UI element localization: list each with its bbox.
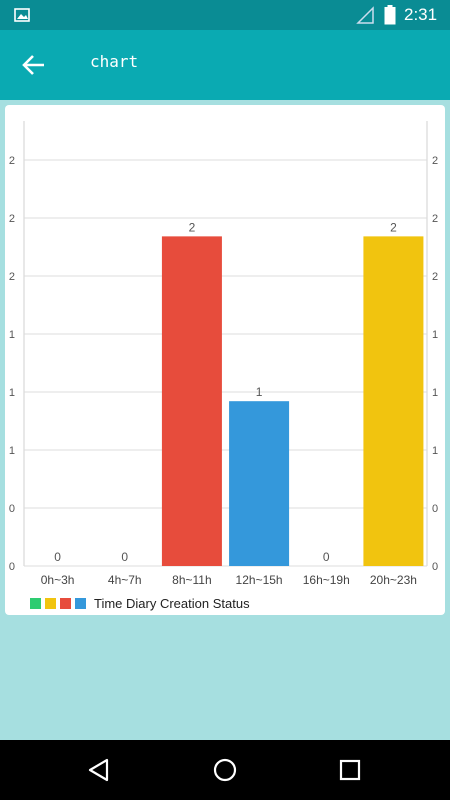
bar-chart: 0 0 0 0 1 1 1 1 1 1 2 2 2 2 2 2 0 0h~3h 0 4h~7h 2 8h~11h 1 12h~… [9, 121, 438, 587]
x-tick-label: 12h~15h [236, 573, 283, 587]
battery-icon [384, 5, 396, 25]
y-tick-label-right: 2 [432, 213, 438, 225]
nav-home-button[interactable] [210, 756, 240, 784]
y-tick-label-right: 0 [432, 561, 438, 573]
image-notification-icon [14, 8, 30, 22]
chart-legend: Time Diary Creation Status [30, 595, 250, 611]
y-tick-label-right: 1 [432, 387, 438, 399]
bar-value-label: 0 [323, 550, 330, 564]
chart-card: 0 0 0 0 1 1 1 1 1 1 2 2 2 2 2 2 0 0h~3h 0 4h~7h 2 8h~11h 1 12h~… [5, 105, 445, 615]
legend-swatch [60, 597, 71, 609]
legend-swatch [30, 597, 41, 609]
signal-icon [356, 6, 374, 24]
bar-value-label: 2 [189, 220, 196, 234]
status-bar: 2:31 [0, 0, 450, 30]
home-circle-icon [213, 758, 237, 782]
y-tick-label-left: 0 [9, 503, 15, 515]
bar [363, 236, 424, 567]
bar [161, 236, 222, 567]
x-tick-label: 0h~3h [41, 573, 75, 587]
legend-swatch [45, 597, 56, 609]
y-tick-label-right: 1 [432, 445, 438, 457]
y-tick-label-right: 2 [432, 155, 438, 167]
back-triangle-icon [88, 758, 109, 782]
x-tick-label: 20h~23h [370, 573, 417, 587]
y-tick-label-left: 0 [9, 561, 15, 573]
y-tick-label-left: 2 [9, 155, 15, 167]
y-tick-label-left: 1 [9, 329, 15, 341]
arrow-left-icon [22, 55, 44, 75]
x-tick-label: 8h~11h [172, 573, 212, 587]
x-tick-label: 16h~19h [303, 573, 350, 587]
recents-square-icon [339, 759, 361, 781]
y-tick-label-left: 2 [9, 271, 15, 283]
legend-swatch [75, 597, 86, 609]
nav-recents-button[interactable] [335, 756, 365, 784]
y-tick-label-left: 1 [9, 387, 15, 399]
legend-label: Time Diary Creation Status [94, 595, 250, 611]
y-tick-label-left: 2 [9, 213, 15, 225]
y-tick-label-left: 1 [9, 445, 15, 457]
bar-value-label: 0 [121, 550, 128, 564]
bar [229, 401, 290, 566]
nav-back-button[interactable] [84, 756, 114, 784]
app-bar: chart [0, 30, 450, 100]
page-title: chart [90, 52, 139, 71]
status-clock: 2:31 [404, 5, 438, 24]
back-button[interactable] [18, 50, 52, 80]
bar-value-label: 0 [54, 550, 61, 564]
y-tick-label-right: 2 [432, 271, 438, 283]
bar-value-label: 1 [256, 385, 263, 399]
navigation-bar [0, 740, 450, 800]
y-tick-label-right: 0 [432, 503, 438, 515]
y-tick-label-right: 1 [432, 329, 438, 341]
x-tick-label: 4h~7h [108, 573, 142, 587]
bar-value-label: 2 [390, 220, 397, 234]
